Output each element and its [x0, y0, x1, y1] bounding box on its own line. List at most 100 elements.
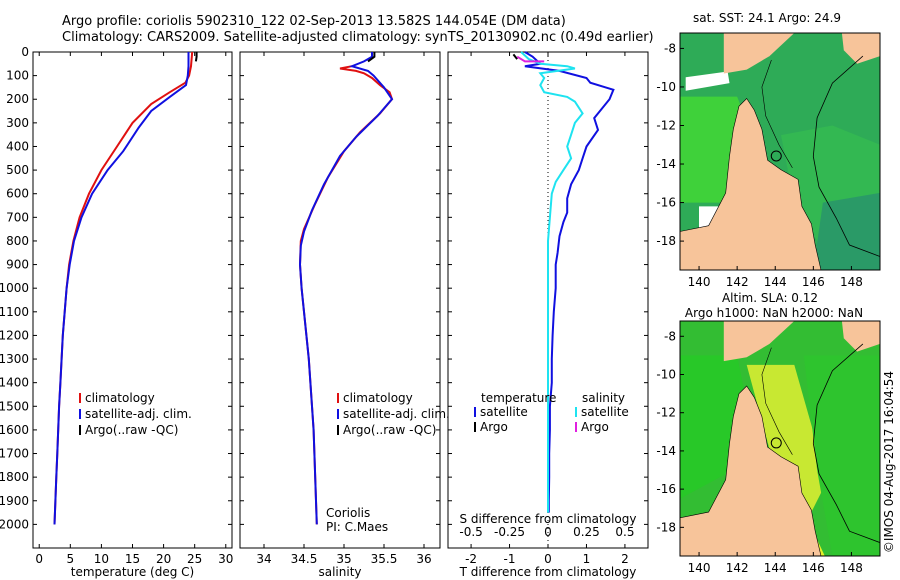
title-line-2: Climatology: CARS2009. Satellite-adjuste… [62, 30, 654, 45]
sst_map-xtick-label: 146 [802, 275, 825, 289]
sst-map-title: sat. SST: 24.1 Argo: 24.9 [693, 11, 841, 25]
depth-tick-label: 900 [6, 258, 29, 272]
differences-xtick-label: 1 [583, 552, 591, 566]
depth-tick-label: 1400 [0, 376, 29, 390]
sla_map-ytick-label: -14 [656, 444, 676, 458]
sla_map-frame [679, 320, 881, 557]
differences-xtick-label: -2 [465, 552, 477, 566]
differences-series-temperature-argo [512, 53, 518, 60]
depth-tick-label: 100 [6, 69, 29, 83]
sla_map-land-png [841, 321, 880, 352]
salinity-diff-tick-label: 0 [544, 525, 552, 539]
differences-xlabel: T difference from climatology [459, 565, 637, 579]
depth-tick-label: 200 [6, 92, 29, 106]
sla_map-xtick-label: 142 [726, 561, 749, 575]
sst_map-ytick-label: -10 [656, 80, 676, 94]
temperature-xlabel: temperature (deg C) [71, 565, 194, 579]
sla_map-bathy-contour [812, 343, 880, 543]
temperature-axes-frame [32, 51, 233, 549]
sst_map-xtick-label: 140 [688, 275, 711, 289]
sst_map-ytick-label: -16 [656, 196, 676, 210]
sal-legend-satellite: satellite-adj. clim. [343, 407, 450, 421]
depth-tick-label: 1100 [0, 305, 29, 319]
depth-tick-label: 1000 [0, 281, 29, 295]
sst_map-xtick-label: 142 [726, 275, 749, 289]
temperature-xtick-label: 15 [125, 552, 140, 566]
differences-xtick-label: -1 [504, 552, 516, 566]
temp-legend-argo: Argo(..raw -QC) [85, 423, 178, 437]
salinity-xtick-label: 36 [416, 552, 431, 566]
sst_map-ytick-label: -12 [656, 118, 676, 132]
sst_map-xtick-label: 148 [840, 275, 863, 289]
sst_map-argo-marker [770, 150, 782, 162]
depth-tick-label: 700 [6, 210, 29, 224]
differences-xtick-label: 0 [544, 552, 552, 566]
depth-tick-label: 400 [6, 139, 29, 153]
depth-tick-label: 300 [6, 116, 29, 130]
sal-legend-climatology: climatology [343, 391, 413, 405]
temperature-xtick-label: 10 [94, 552, 109, 566]
depth-tick-label: 800 [6, 234, 29, 248]
sst_map-land-png [841, 33, 880, 64]
salinity-diff-tick-label: 0.5 [615, 525, 634, 539]
sst_map-xtick-label: 144 [764, 275, 787, 289]
sst_map-land-australia [680, 98, 822, 270]
sst-missing-data [685, 71, 730, 91]
sst_map-bathy-contour [812, 55, 880, 257]
diff-legend-temp-satellite: satellite [480, 405, 528, 419]
temperature-series-argo-raw-qc- [194, 52, 198, 62]
sla_map-xtick-label: 148 [840, 561, 863, 575]
title-line-1: Argo profile: coriolis 5902310_122 02-Se… [62, 14, 566, 29]
diff-legend-sal-argo: Argo [581, 420, 609, 434]
temperature-xtick-label: 30 [218, 552, 233, 566]
salinity-xtick-label: 34 [256, 552, 271, 566]
diff-legend-salinity-heading: salinity [582, 391, 625, 405]
temperature-series-satellite-adj-clim- [53, 52, 190, 525]
salinity-diff-xlabel: S difference from climatology [460, 512, 637, 526]
differences-series-temperature-satellite [524, 51, 615, 513]
temperature-xtick-label: 0 [35, 552, 43, 566]
differences-xtick-label: 2 [621, 552, 629, 566]
sla_map-reef-contour [761, 347, 793, 455]
depth-tick-label: 1600 [0, 423, 29, 437]
sla_map-argo-marker [770, 437, 782, 449]
sla_map-ytick-label: -18 [656, 520, 676, 534]
salinity-diff-tick-label: 0.25 [573, 525, 600, 539]
salinity-xtick-label: 35 [336, 552, 351, 566]
sla_map-ytick-label: -16 [656, 482, 676, 496]
sla_map-xtick-label: 146 [802, 561, 825, 575]
depth-tick-label: 1300 [0, 352, 29, 366]
differences-series-salinity-satellite [520, 51, 584, 513]
sst_map-land-png-west [723, 33, 795, 74]
sst_map-reef-contour [761, 59, 793, 169]
sst-south-field [813, 192, 880, 270]
salinity-xlabel: salinity [318, 565, 361, 579]
depth-tick-label: 1700 [0, 447, 29, 461]
differences-series-salinity-argo [516, 55, 545, 63]
sla_map-land-png-west [723, 321, 795, 362]
salinity-xtick-label: 35.5 [371, 552, 398, 566]
sst_map-frame [679, 32, 881, 271]
temperature-xtick-label: 20 [156, 552, 171, 566]
depth-tick-label: 1200 [0, 328, 29, 342]
depth-tick-label: 0 [21, 45, 29, 59]
sst_map-ytick-label: -18 [656, 234, 676, 248]
sst_map-ytick-label: -8 [664, 41, 676, 55]
sla_map [679, 320, 881, 557]
depth-tick-label: 500 [6, 163, 29, 177]
sla_map-land-australia [680, 385, 822, 556]
depth-tick-label: 1800 [0, 470, 29, 484]
sst_map [679, 32, 881, 271]
diff-legend-temperature-heading: temperature [481, 391, 556, 405]
temperature-xtick-label: 25 [187, 552, 202, 566]
salinity-axes-frame [239, 51, 441, 549]
diff-legend-sal-satellite: satellite [581, 405, 629, 419]
temp-legend-satellite: satellite-adj. clim. [85, 407, 192, 421]
depth-tick-label: 1900 [0, 494, 29, 508]
sal-legend-argo: Argo(..raw -QC) [343, 423, 436, 437]
sla-map-title: Altim. SLA: 0.12 [722, 291, 818, 305]
depth-tick-label: 1500 [0, 399, 29, 413]
imos-stamp: ©IMOS 04-Aug-2017 16:04:54 [882, 371, 896, 553]
temperature-xtick-label: 5 [66, 552, 74, 566]
